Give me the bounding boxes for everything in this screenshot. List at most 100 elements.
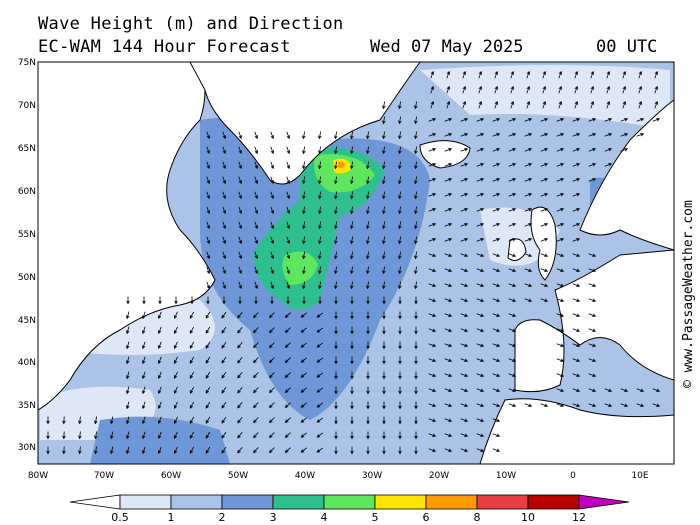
wave-arrow: [300, 327, 307, 333]
wave-arrow: [428, 328, 437, 332]
wave-arrow: [414, 191, 418, 200]
wave-arrow: [572, 268, 581, 272]
wave-arrow: [270, 281, 274, 290]
wave-arrow: [302, 281, 306, 290]
wave-arrow: [556, 238, 565, 242]
wave-arrow: [110, 446, 114, 455]
wave-arrow: [590, 100, 594, 109]
landmass-europe: [514, 249, 674, 393]
wave-arrow: [189, 446, 195, 454]
wave-arrow: [366, 206, 370, 215]
wave-arrow: [366, 296, 370, 305]
wave-arrow: [350, 326, 354, 335]
wave-arrow: [540, 238, 549, 242]
wave-arrow: [253, 402, 259, 409]
wave-arrow: [173, 371, 178, 379]
wave-arrow: [110, 431, 114, 440]
wave-arrow: [237, 386, 243, 394]
wave-arrow: [428, 418, 437, 422]
wave-arrow: [284, 357, 291, 363]
wave-arrow: [270, 191, 274, 200]
wave-arrow: [444, 148, 453, 152]
wave-arrow: [382, 341, 386, 350]
wave-arrow: [382, 281, 386, 290]
wave-arrow: [606, 70, 610, 79]
wave-arrow: [126, 446, 130, 455]
wave-arrow: [238, 131, 242, 140]
wave-arrow: [284, 372, 291, 378]
wave-arrow: [492, 433, 501, 437]
wave-arrow: [572, 403, 581, 407]
wave-arrow: [253, 417, 259, 424]
wave-arrow: [222, 296, 226, 305]
wave-arrow: [302, 146, 306, 155]
wave-arrow: [428, 403, 437, 407]
wave-arrow: [540, 208, 549, 212]
wave-arrow: [460, 268, 469, 272]
wave-arrow: [253, 327, 259, 334]
wave-arrow: [556, 343, 565, 347]
wave-arrow: [588, 358, 597, 362]
wave-arrow: [414, 431, 418, 440]
wave-arrow: [588, 328, 597, 332]
wave-arrow: [492, 268, 501, 272]
wave-arrow: [636, 133, 645, 137]
wave-arrow: [206, 176, 210, 185]
wave-arrow: [444, 223, 453, 227]
wave-arrow: [222, 146, 226, 155]
map-area: [38, 62, 674, 464]
wave-arrow: [142, 386, 146, 395]
wave-arrow: [126, 356, 130, 365]
wave-arrow: [398, 191, 402, 200]
wave-arrow: [540, 253, 549, 257]
wave-arrow: [300, 447, 307, 453]
wave-arrow: [302, 221, 306, 230]
wave-arrow: [556, 268, 565, 272]
wave-arrow: [460, 163, 469, 167]
wave-arrow: [398, 251, 402, 260]
wave-arrow: [476, 448, 485, 452]
colorbar-segment: [374, 494, 427, 510]
wave-arrow: [382, 311, 386, 320]
wave-arrow: [334, 356, 338, 365]
wave-arrow: [366, 131, 370, 140]
wave-arrow: [222, 206, 226, 215]
wave-arrow: [62, 416, 66, 425]
wave-arrow: [270, 176, 274, 185]
wave-arrow: [366, 281, 370, 290]
wave-arrow: [382, 326, 386, 335]
wave-arrow: [382, 191, 386, 200]
wave-arrow: [382, 116, 386, 125]
wave-zone-mid: [90, 416, 230, 464]
wave-arrow: [334, 131, 338, 140]
wave-arrow: [588, 133, 597, 137]
wave-arrow: [221, 431, 227, 439]
wave-arrow: [366, 356, 370, 365]
wave-arrow: [334, 341, 338, 350]
wave-arrow: [238, 146, 242, 155]
wave-arrow: [382, 371, 386, 380]
wave-arrow: [428, 343, 437, 347]
wave-arrow: [524, 193, 533, 197]
wave-arrow: [366, 326, 370, 335]
wave-arrow: [318, 206, 322, 215]
wave-arrow: [556, 208, 565, 212]
wave-arrow: [334, 401, 338, 410]
wave-arrow: [205, 416, 211, 424]
wave-arrow: [126, 401, 130, 410]
wave-arrow: [222, 221, 226, 230]
wave-arrow: [157, 386, 162, 394]
wave-arrow: [300, 342, 307, 348]
wave-arrow: [269, 387, 275, 394]
wave-arrow: [238, 176, 242, 185]
wave-arrow: [221, 401, 227, 409]
wave-arrow: [300, 387, 307, 393]
wave-arrow: [478, 100, 482, 109]
wave-arrow: [508, 253, 517, 257]
colorbar-label: 3: [270, 511, 277, 524]
wave-arrow: [622, 85, 626, 94]
wave-arrow: [318, 266, 322, 275]
wave-arrow: [556, 373, 565, 377]
wave-arrow: [398, 161, 402, 170]
wave-arrow: [476, 208, 485, 212]
